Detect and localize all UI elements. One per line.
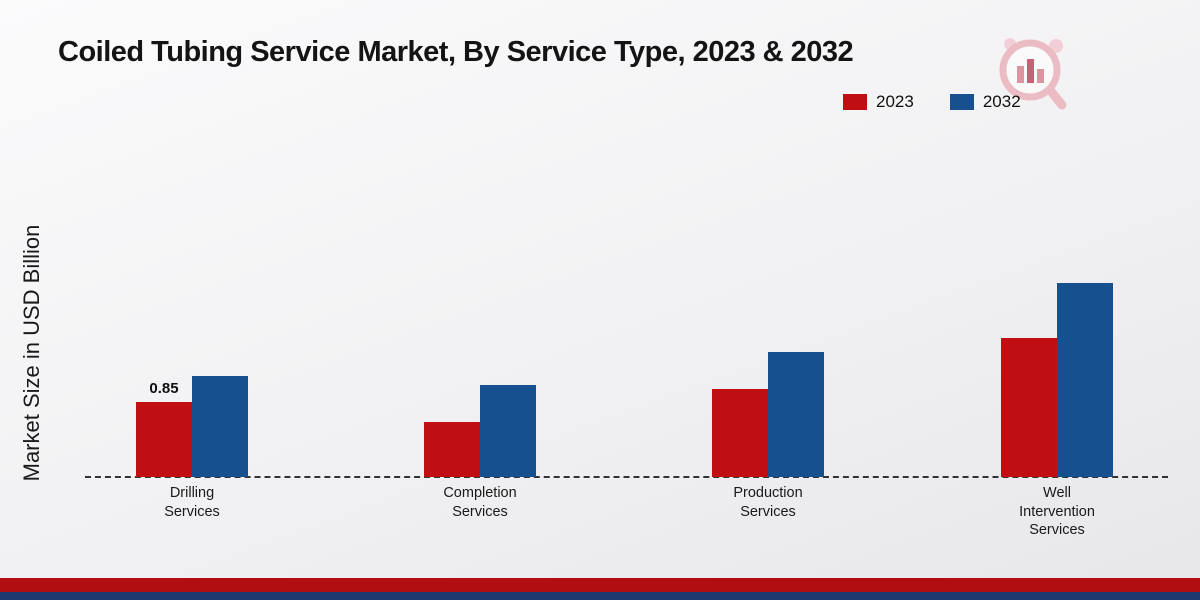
bar-2023-completion-services bbox=[424, 422, 480, 477]
bar-2032-well-intervention-services bbox=[1057, 283, 1113, 477]
legend-label-2032: 2032 bbox=[982, 92, 1021, 111]
bar-2023-drilling-services bbox=[136, 402, 192, 477]
category-label-well-intervention-services: Well Intervention Services bbox=[1019, 485, 1095, 539]
chart-title: Coiled Tubing Service Market, By Service… bbox=[58, 36, 854, 68]
bar-2023-production-services bbox=[712, 389, 768, 477]
legend-label-2023: 2023 bbox=[876, 92, 914, 111]
footer-navy-band bbox=[0, 592, 1200, 600]
legend-swatch-2023 bbox=[843, 94, 867, 110]
x-axis-line bbox=[85, 476, 1168, 478]
category-label-production-services: Production Services bbox=[733, 485, 803, 520]
y-axis-label: Market Size in USD Billion bbox=[19, 224, 44, 482]
legend-item-2032: 2032 bbox=[949, 92, 1021, 112]
category-label-drilling-services: Drilling Services bbox=[164, 485, 220, 520]
bar-2023-well-intervention-services bbox=[1001, 338, 1057, 477]
brand-logo bbox=[990, 32, 1074, 119]
bar-2032-drilling-services bbox=[192, 376, 248, 477]
legend: 2023 2032 bbox=[843, 92, 1021, 112]
footer-red-band bbox=[0, 578, 1200, 592]
bar-2032-completion-services bbox=[480, 385, 536, 477]
bar-value-label: 0.85 bbox=[149, 380, 179, 397]
legend-swatch-2032 bbox=[949, 94, 974, 110]
category-label-completion-services: Completion Services bbox=[443, 485, 517, 520]
legend-item-2023: 2023 bbox=[843, 92, 914, 112]
magnifier-bars-icon bbox=[999, 38, 1067, 110]
bar-2032-production-services bbox=[768, 352, 824, 477]
